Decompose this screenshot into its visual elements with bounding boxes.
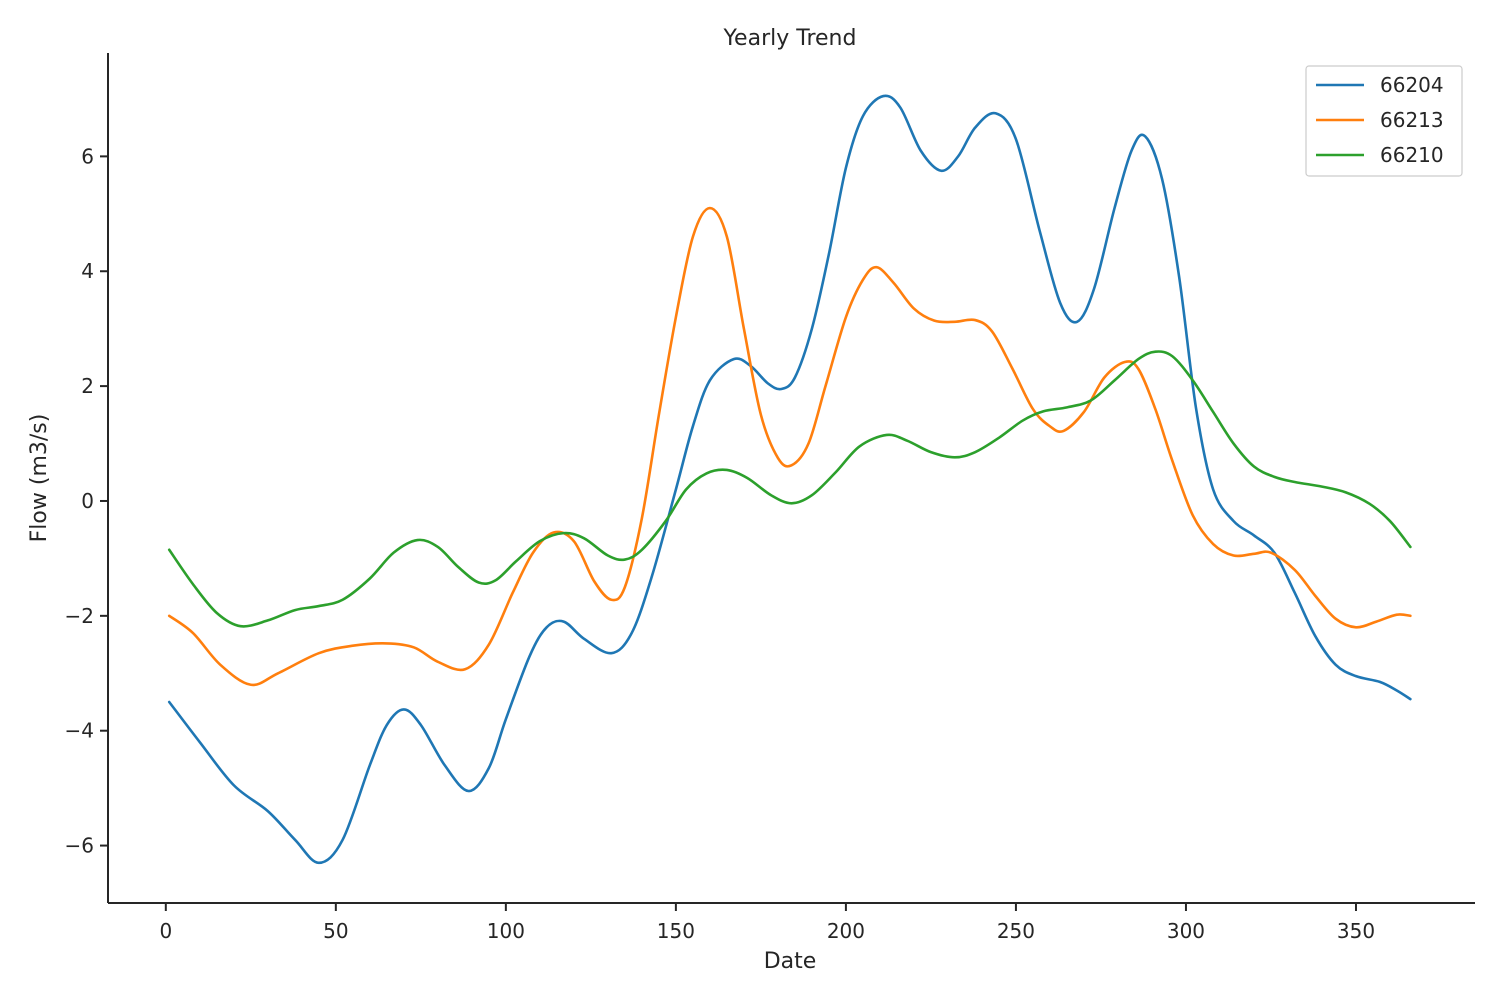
y-tick-label: −6 <box>65 834 94 858</box>
y-tick-label: 6 <box>81 144 94 168</box>
x-tick-label: 100 <box>487 919 525 943</box>
legend-label-66210: 66210 <box>1380 143 1444 167</box>
series-line-66213 <box>167 206 1412 687</box>
series-line-66204 <box>167 94 1412 865</box>
x-tick-label: 350 <box>1337 919 1375 943</box>
x-tick-label: 150 <box>657 919 695 943</box>
legend-box <box>1305 65 1463 177</box>
x-tick-label: 0 <box>159 919 172 943</box>
y-axis: −6 −4 −2 0 2 4 6 <box>65 144 108 858</box>
series-line-66210 <box>167 350 1412 628</box>
chart-title: Yearly Trend <box>723 26 857 51</box>
legend: 66204 66213 66210 <box>1305 65 1463 177</box>
legend-label-66204: 66204 <box>1380 73 1444 97</box>
x-tick-label: 250 <box>997 919 1035 943</box>
x-axis-title: Date <box>764 949 817 974</box>
y-tick-label: −2 <box>65 604 94 628</box>
x-tick-label: 300 <box>1167 919 1205 943</box>
series-layer <box>167 94 1412 865</box>
x-tick-label: 50 <box>323 919 348 943</box>
y-tick-label: 2 <box>81 374 94 398</box>
y-tick-label: −4 <box>65 719 94 743</box>
x-axis: 0 50 100 150 200 250 300 350 <box>159 903 1375 943</box>
y-axis-title: Flow (m3/s) <box>27 414 52 543</box>
y-tick-label: 4 <box>81 259 94 283</box>
y-tick-label: 0 <box>81 489 94 513</box>
x-tick-label: 200 <box>827 919 865 943</box>
legend-label-66213: 66213 <box>1380 108 1444 132</box>
